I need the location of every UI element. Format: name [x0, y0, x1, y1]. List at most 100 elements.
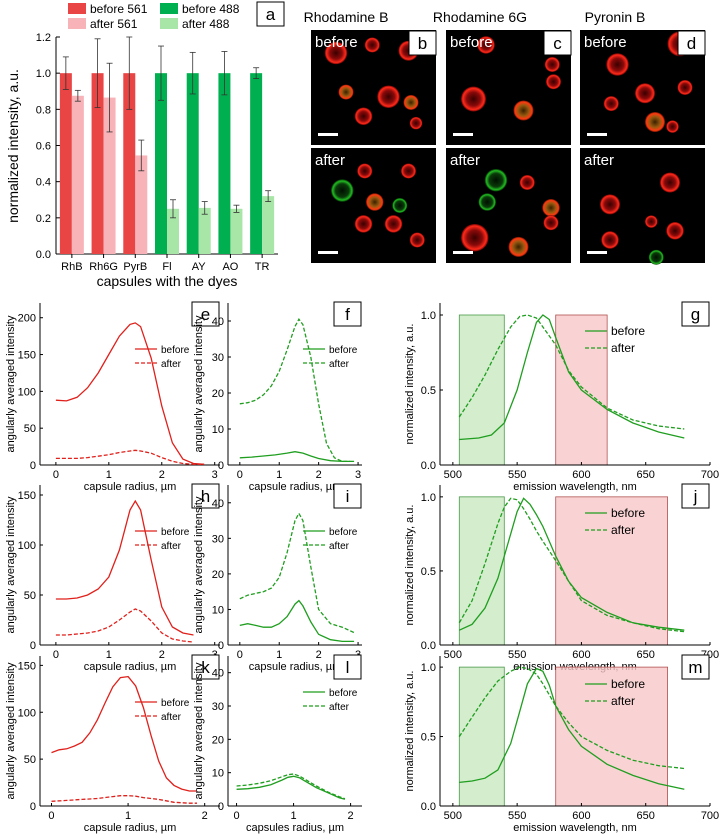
capsule — [645, 215, 658, 228]
j-y-tick-label: 0.0 — [421, 640, 436, 652]
g-band-band_green — [458, 314, 505, 466]
panel-label-box-j — [681, 483, 710, 509]
e-y-tick-label: 100 — [18, 386, 36, 398]
a-bar-PyrB-before-561 — [123, 73, 136, 255]
i-legend-label: before — [329, 527, 358, 538]
h-y-tick-label: 50 — [24, 590, 36, 602]
capsule — [354, 215, 373, 233]
k-legend-label: before — [161, 698, 190, 709]
f-x-tick-label: 0 — [237, 469, 243, 481]
i-x-tick-label: 1 — [276, 649, 282, 661]
j-x-tick-label: 550 — [508, 649, 526, 661]
m-series-after — [458, 666, 685, 770]
a-y-label: normalized intensity, a.u. — [5, 69, 21, 223]
a-legend-label: after 488 — [182, 17, 230, 31]
panel-a-group: 0.0 0.2 0.4 0.6 0.8 1.0 1.2 RhB Rh6G PyrB Fl AY AO TR… — [5, 1, 285, 289]
capsule — [635, 83, 655, 104]
g-x-tick-label: 600 — [572, 469, 590, 481]
f-legend-label: before — [329, 345, 358, 356]
i-y-tick-label: 0 — [218, 640, 224, 652]
m-x-tick-label: 650 — [637, 810, 655, 822]
m-band-band_green — [458, 666, 505, 807]
panel-label-c: c — [553, 34, 562, 53]
g-x-label: emission wavelength, nm — [513, 481, 637, 493]
a-bar-Fl-after-488 — [167, 208, 179, 254]
panel-label-box-b — [408, 30, 437, 56]
m-y-tick-label: 0.5 — [421, 732, 436, 744]
l-y-tick-label: 30 — [212, 701, 224, 713]
h-y-tick-label: 100 — [18, 540, 36, 552]
micrograph-state-label: before — [315, 34, 358, 51]
l-y-label: angularly averaged intensity — [193, 662, 205, 799]
panel-label-box-l — [333, 654, 362, 680]
a-bar-Fl-before-488 — [155, 73, 167, 255]
panel-label-l: l — [346, 658, 350, 677]
a-legend-label: before 561 — [90, 2, 148, 16]
capsule — [461, 86, 486, 112]
g-y-label: normalized intensity, a.u. — [404, 324, 416, 445]
e-y-tick-label: 50 — [24, 423, 36, 435]
a-legend-swatch — [68, 3, 86, 14]
i-x-label: capsule radius, µm — [249, 661, 342, 673]
a-bar-PyrB-after-561 — [135, 155, 148, 254]
capsule — [645, 112, 665, 132]
capsule — [546, 74, 561, 90]
k-y-tick-label: 0 — [30, 801, 36, 813]
panel-label-box-h — [191, 483, 220, 509]
micrograph-title: Pyronin B — [585, 9, 646, 25]
micrograph-state-label: after — [584, 152, 614, 169]
k-series-before — [51, 675, 197, 792]
f-y-tick-label: 0 — [218, 460, 224, 472]
l-y-tick-label: 40 — [212, 668, 224, 680]
k-y-label: angularly averaged intensity — [5, 662, 17, 799]
l-y-tick-label: 10 — [212, 768, 224, 780]
panel-label-box-a — [256, 1, 285, 27]
a-y-tick-label: 0.8 — [36, 104, 51, 116]
micrograph-title: Rhodamine B — [304, 9, 389, 25]
a-x-tick-label: Fl — [162, 261, 171, 273]
capsule — [409, 116, 423, 130]
k-legend-label: after — [161, 712, 182, 723]
h-series-before — [55, 499, 194, 636]
capsule — [600, 194, 620, 215]
capsule — [331, 179, 354, 202]
panel-label-box-i — [333, 483, 362, 509]
k-series-after — [51, 795, 197, 804]
k-x-tick-label: 0 — [48, 810, 54, 822]
m-x-label: emission wavelength, nm — [513, 822, 637, 834]
capsule — [508, 236, 529, 257]
g-legend-label: before — [611, 324, 645, 338]
a-bar-Rh6G-after-561 — [103, 97, 116, 255]
capsule — [392, 198, 408, 213]
capsule — [366, 193, 384, 211]
panel-label-box-m — [681, 654, 710, 680]
f-y-tick-label: 40 — [212, 316, 224, 328]
a-y-tick-label: 0.0 — [36, 249, 51, 261]
m-series-before — [459, 667, 685, 790]
g-series-before — [459, 314, 685, 441]
k-y-tick-label: 50 — [24, 754, 36, 766]
h-series-after — [55, 608, 194, 643]
panel-label-a: a — [266, 5, 276, 24]
e-x-tick-label: 3 — [212, 469, 218, 481]
m-y-label: normalized intensity, a.u. — [404, 671, 416, 792]
panel-label-j: j — [693, 487, 698, 506]
capsule — [364, 37, 380, 53]
j-y-tick-label: 0.5 — [421, 566, 436, 578]
g-x-tick-label: 500 — [444, 469, 462, 481]
a-y-tick-label: 1.2 — [36, 32, 51, 44]
h-x-tick-label: 0 — [53, 649, 59, 661]
capsule — [677, 80, 693, 95]
a-bar-AO-after-488 — [230, 208, 243, 254]
a-y-tick-label: 0.2 — [36, 213, 51, 225]
scale-bar — [587, 251, 607, 254]
e-y-label: angularly averaged intensity — [5, 315, 17, 452]
k-y-tick-label: 100 — [18, 707, 36, 719]
m-legend-label: before — [611, 677, 645, 691]
micrograph-state-label: before — [584, 34, 627, 51]
m-y-tick-label: 0.0 — [421, 801, 436, 813]
m-x-tick-label: 700 — [701, 810, 719, 822]
g-series-after — [458, 314, 685, 430]
e-y-tick-label: 0 — [30, 460, 36, 472]
j-band-band_green — [458, 496, 505, 646]
